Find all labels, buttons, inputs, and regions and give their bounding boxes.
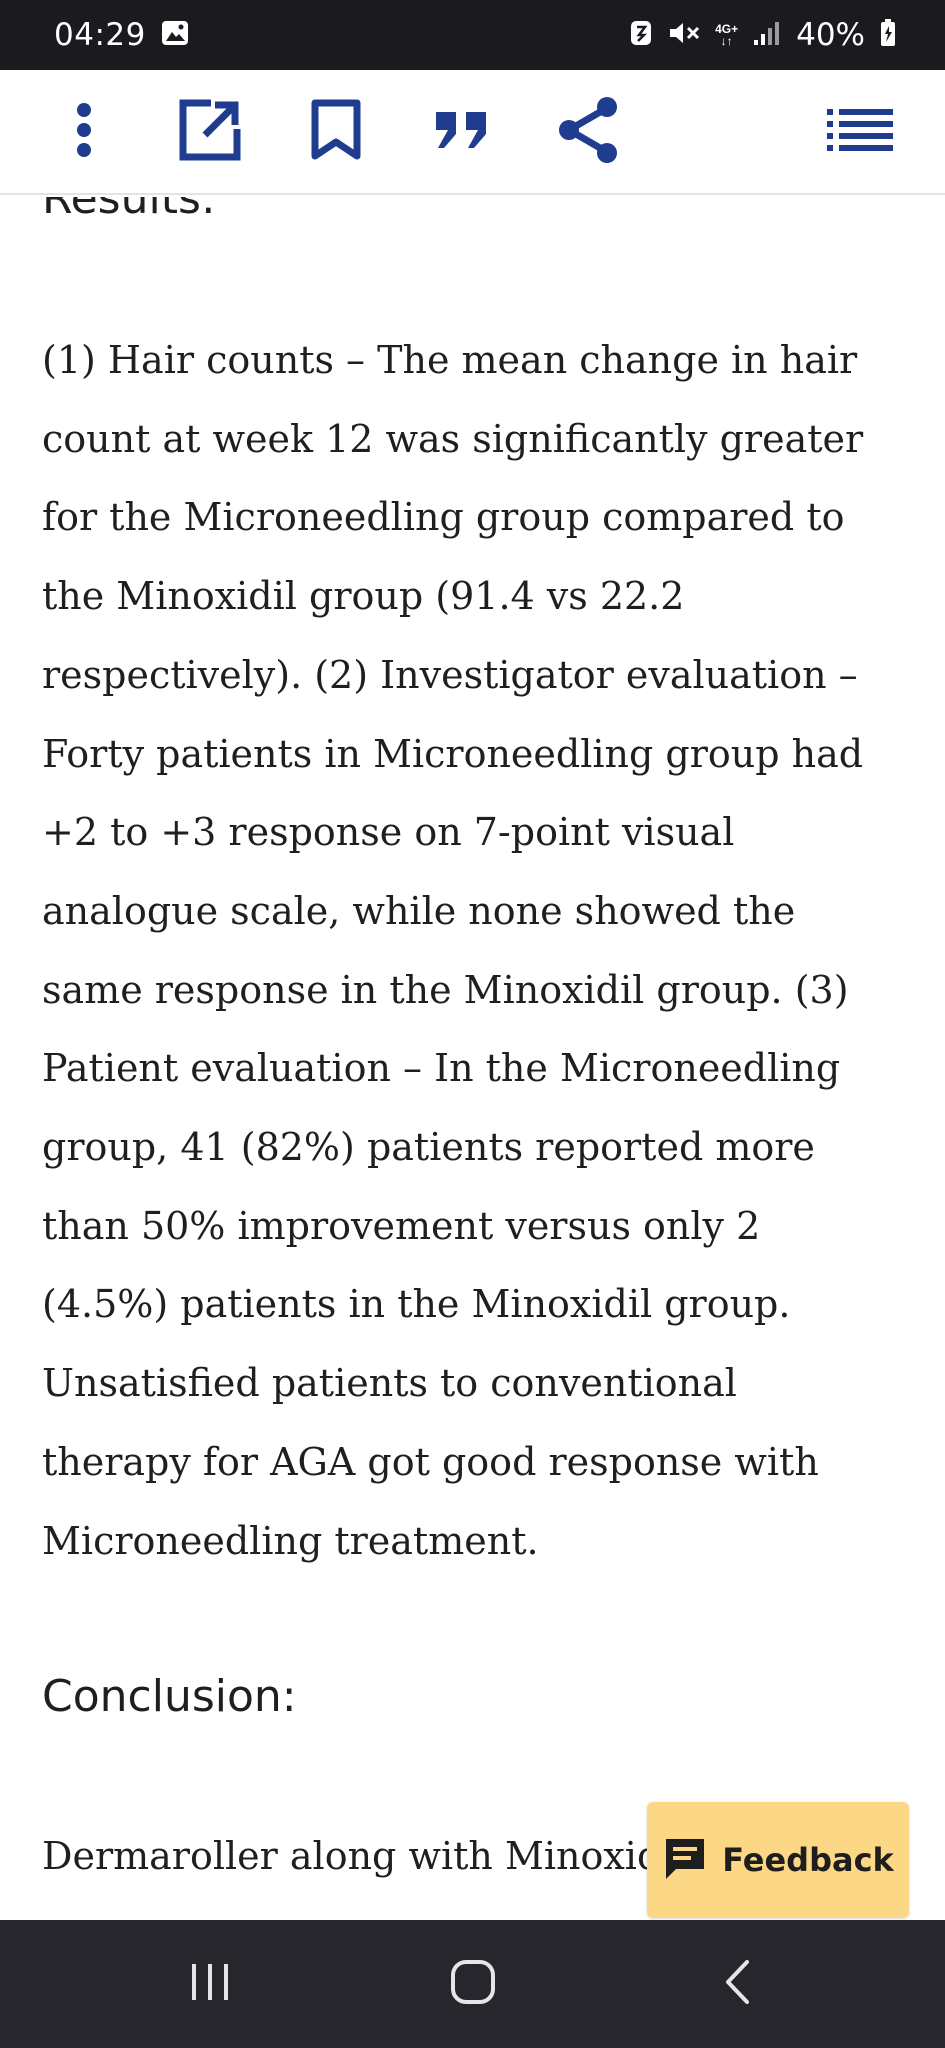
data-arrows-icon: ↓↑	[720, 34, 733, 48]
results-line: analogue scale, while none showed the	[42, 888, 796, 933]
article-toolbar	[0, 70, 945, 195]
table-of-contents-button[interactable]	[822, 94, 898, 170]
results-line: +2 to +3 response on 7-point visual	[42, 810, 735, 855]
results-line: than 50% improvement versus only 2	[42, 1203, 761, 1248]
results-line: count at week 12 was significantly great…	[42, 416, 864, 461]
conclusion-line: Dermaroller along with Minoxidil	[42, 1834, 686, 1878]
status-left: 04:29	[54, 17, 190, 53]
status-time: 04:29	[54, 17, 146, 53]
results-line: therapy for AGA got good response with	[42, 1439, 819, 1484]
results-line: for the Microneedling group compared to	[42, 495, 845, 540]
recent-apps-button[interactable]	[165, 1944, 255, 2024]
conclusion-paragraph: Dermaroller along with Minoxidil	[42, 1817, 922, 1896]
gallery-notification-icon	[160, 18, 190, 53]
results-heading: Results:	[42, 197, 216, 224]
network-type-label: 4G+	[715, 22, 739, 36]
results-line: Patient evaluation – In the Microneedlin…	[42, 1046, 841, 1091]
signal-icon	[752, 19, 782, 52]
results-line: Unsatisfied patients to conventional	[42, 1361, 737, 1406]
status-bar: 04:29	[0, 0, 945, 70]
mute-icon	[667, 19, 701, 52]
conclusion-heading: Conclusion:	[42, 1671, 297, 1722]
results-line: same response in the Minoxidil group. (3…	[42, 967, 849, 1012]
recent-apps-icon	[188, 1962, 232, 2007]
bookmark-icon	[310, 98, 362, 167]
table-of-contents-icon	[827, 108, 893, 156]
bookmark-button[interactable]	[298, 94, 374, 170]
share-icon	[555, 95, 621, 170]
cite-button[interactable]	[424, 94, 500, 170]
open-external-button[interactable]	[172, 94, 248, 170]
more-vert-icon	[74, 100, 94, 165]
results-paragraph: (1) Hair counts – The mean change in hai…	[42, 321, 922, 1580]
article-content[interactable]: Results: (1) Hair counts – The mean chan…	[0, 197, 945, 1920]
results-line: (1) Hair counts – The mean change in hai…	[42, 338, 858, 382]
home-icon	[450, 1959, 496, 2010]
back-button[interactable]	[692, 1944, 782, 2024]
quote-icon	[434, 110, 490, 155]
results-line: the Minoxidil group (91.4 vs 22.2	[42, 574, 685, 619]
share-button[interactable]	[550, 94, 626, 170]
results-line: Microneedling treatment.	[42, 1518, 539, 1563]
results-line: group, 41 (82%) patients reported more	[42, 1125, 815, 1170]
feedback-button[interactable]: Feedback	[647, 1802, 909, 1918]
results-line: respectively). (2) Investigator evaluati…	[42, 652, 858, 697]
open-external-icon	[177, 97, 243, 168]
back-icon	[722, 1959, 752, 2010]
home-button[interactable]	[428, 1944, 518, 2024]
results-line: Forty patients in Microneedling group ha…	[42, 731, 864, 776]
battery-percent: 40%	[796, 17, 865, 53]
status-right: 4G+ ↓↑ 40%	[629, 17, 897, 53]
navigation-bar	[0, 1920, 945, 2048]
network-type: 4G+ ↓↑	[715, 23, 738, 47]
data-saver-icon	[629, 19, 653, 52]
battery-charging-icon	[879, 18, 897, 53]
feedback-icon	[662, 1835, 708, 1886]
more-options-button[interactable]	[46, 94, 122, 170]
results-line: (4.5%) patients in the Minoxidil group.	[42, 1282, 791, 1327]
feedback-label: Feedback	[722, 1841, 894, 1879]
